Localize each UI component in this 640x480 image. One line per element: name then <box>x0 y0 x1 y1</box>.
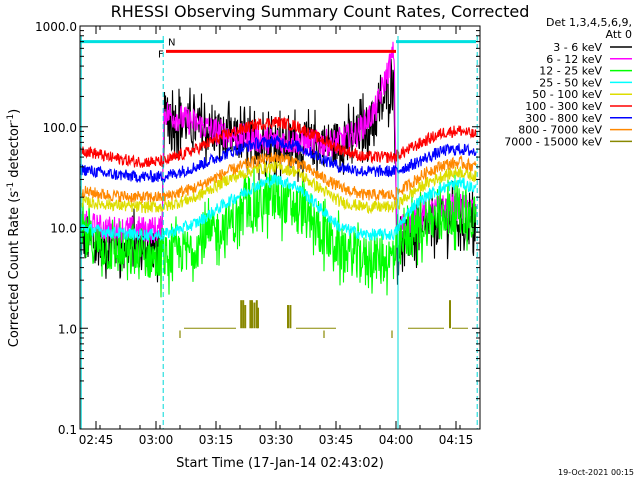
legend-label-2: 12 - 25 keV <box>539 65 602 78</box>
x-tick-label: 03:00 <box>139 433 174 447</box>
legend-label-7: 800 - 7000 keV <box>518 124 602 137</box>
series-line-3 <box>80 173 477 242</box>
x-axis-label: Start Time (17-Jan-14 02:43:02) <box>176 456 384 471</box>
y-axis-label-mid: detector <box>7 122 22 182</box>
y-tick-label: 0.1 <box>58 423 77 437</box>
legend-label-8: 7000 - 15000 keV <box>504 135 602 148</box>
legend-label-3: 25 - 50 keV <box>539 76 602 89</box>
y-axis-label-main: Corrected Count Rate (s <box>7 191 22 348</box>
footer-timestamp: 19-Oct-2021 00:15 <box>558 468 634 477</box>
x-tick-label: 02:45 <box>79 433 114 447</box>
series-line-6 <box>80 135 477 183</box>
x-axis: 02:45 03:00 03:15 03:30 03:45 04:00 04:15 <box>79 26 481 447</box>
y-axis-label-exp1: -1 <box>6 182 16 191</box>
series-line-2 <box>80 165 477 298</box>
legend-label-5: 100 - 300 keV <box>525 100 602 113</box>
legend-label-6: 300 - 800 keV <box>525 112 602 125</box>
y-axis-label: Corrected Count Rate (s-1 detector-1) <box>6 109 22 347</box>
series-line-4 <box>80 160 477 215</box>
y-tick-label: 100.0 <box>43 121 77 135</box>
series-line-7 <box>80 152 477 204</box>
x-tick-label: 04:15 <box>439 433 474 447</box>
legend-label-4: 50 - 100 keV <box>532 88 602 101</box>
legend-label-1: 6 - 12 keV <box>546 53 602 66</box>
y-axis: 0.1 1.0 10.0 100.0 1000.0 <box>35 20 480 437</box>
night-flag-label: N <box>168 38 175 49</box>
x-tick-label: 03:15 <box>199 433 234 447</box>
x-tick-label: 03:30 <box>259 433 294 447</box>
series-line-5 <box>80 116 477 168</box>
legend-detectors: Det 1,3,4,5,6,9, <box>546 16 632 29</box>
y-axis-label-exp2: -1 <box>6 114 16 123</box>
series-line-1 <box>80 41 477 244</box>
flare-flag-label: F <box>158 49 164 60</box>
y-tick-label: 1000.0 <box>35 20 77 34</box>
chart-title: RHESSI Observing Summary Count Rates, Co… <box>111 2 530 21</box>
y-tick-label: 1.0 <box>58 322 77 336</box>
y-axis-label-end: ) <box>7 109 22 114</box>
legend-attenuator: Att 0 <box>606 28 632 41</box>
x-tick-label: 04:00 <box>379 433 414 447</box>
legend-header: Det 1,3,4,5,6,9, Att 0 <box>546 16 632 41</box>
plot-series <box>80 41 477 339</box>
legend-label-0: 3 - 6 keV <box>553 41 602 54</box>
y-tick-label: 10.0 <box>50 222 77 236</box>
x-tick-label: 03:45 <box>319 433 354 447</box>
